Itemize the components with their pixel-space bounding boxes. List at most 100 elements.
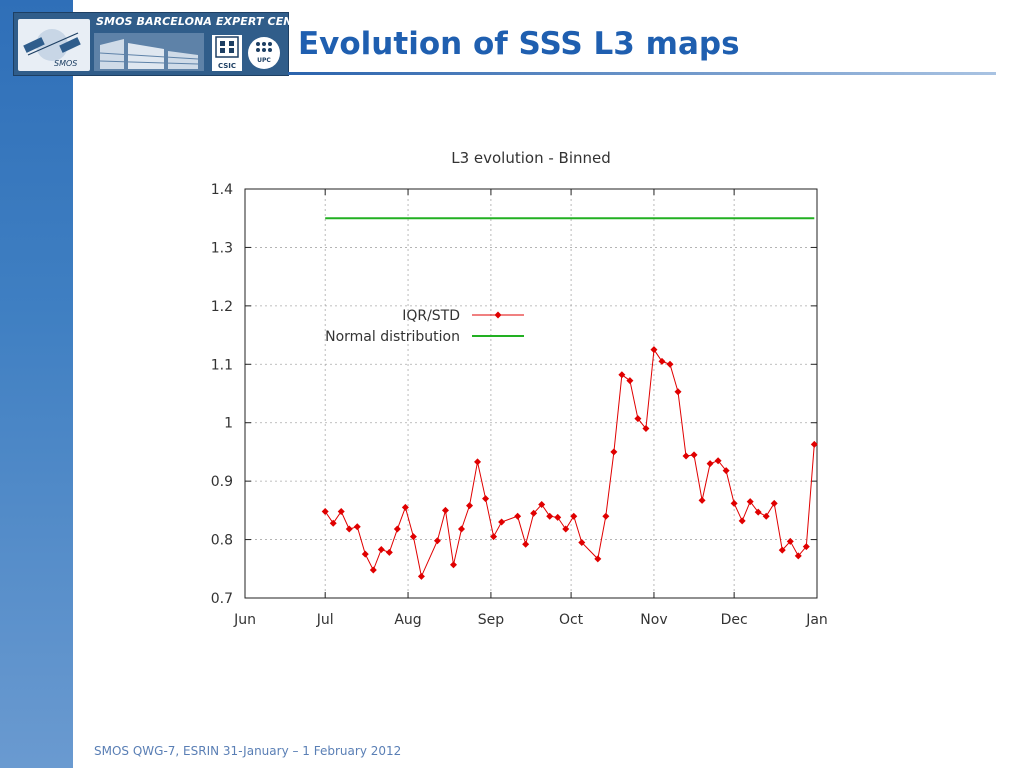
legend-label: IQR/STD [402,308,460,324]
iqr-std-point [682,452,690,460]
page-title: Evolution of SSS L3 maps [298,26,740,62]
iqr-std-point [634,415,642,423]
iqr-std-point [722,467,730,475]
iqr-std-point [794,552,802,560]
iqr-std-point [626,377,634,385]
iqr-std-point [345,525,353,533]
building-icon [94,33,204,71]
iqr-std-point [778,546,786,554]
iqr-std-point [802,543,810,551]
footer-text: SMOS QWG-7, ESRIN 31-January – 1 Februar… [94,744,402,758]
header-divider [288,72,996,75]
y-tick-label: 1.1 [211,357,233,373]
iqr-std-point [562,525,570,533]
y-tick-label: 0.7 [211,591,233,607]
iqr-std-point [730,499,738,507]
y-tick-label: 1.4 [211,182,233,198]
csic-logo: CSIC [212,35,242,71]
logo-title: SMOS BARCELONA EXPERT CENTRE [96,15,317,28]
satellite-icon: SMOS [18,19,90,71]
iqr-std-point [321,508,329,516]
iqr-std-point [770,499,778,507]
chart-title: L3 evolution - Binned [451,149,611,167]
iqr-std-point [393,525,401,533]
x-tick-label: Oct [559,612,584,628]
iqr-std-point [754,508,762,516]
x-axis: Jun Jul Aug Sep Oct Nov Dec Jan [233,189,828,628]
iqr-std-point [482,495,490,503]
y-tick-label: 1.3 [211,240,233,256]
iqr-std-point [602,512,610,520]
logo-smos-text: SMOS [54,59,78,68]
csic-label: CSIC [217,62,237,70]
chart-legend: IQR/STD Normal distribution [325,308,524,345]
iqr-std-point [546,512,554,520]
iqr-std-point [762,512,770,520]
iqr-std-point [642,425,650,433]
iqr-std-point [474,458,482,466]
iqr-std-point [706,460,714,468]
chart-grid [245,189,817,598]
iqr-std-point [466,502,474,510]
iqr-std-point [417,572,425,580]
x-tick-label: Sep [478,612,505,628]
iqr-std-point [522,540,530,548]
iqr-std-point [570,512,578,520]
iqr-std-point [490,533,498,541]
iqr-std-point [329,519,337,527]
iqr-std-point [514,512,522,520]
x-tick-label: Jan [805,612,828,628]
iqr-std-point [377,546,385,554]
iqr-std-point [401,503,409,511]
upc-logo: UPC [248,37,280,69]
legend-marker [494,311,502,319]
iqr-std-point [538,501,546,509]
y-tick-label: 0.8 [211,533,233,549]
iqr-std-point [458,525,466,533]
iqr-std-point [337,508,345,516]
iqr-std-point [578,538,586,546]
iqr-std-point [674,388,682,396]
iqr-std-point [690,451,698,459]
x-tick-label: Dec [721,612,748,628]
chart-series [321,217,818,580]
iqr-std-line [324,348,815,579]
y-axis: 0.7 0.8 0.9 1 1.1 1.2 1.3 1.4 [211,182,817,607]
iqr-std-point [618,371,626,379]
legend-label: Normal distribution [325,329,460,345]
iqr-std-point [409,533,417,541]
iqr-std-point [658,357,666,365]
iqr-std-point [738,517,746,525]
x-tick-label: Jun [233,612,256,628]
smos-bec-logo: SMOS SMOS BARCELONA EXPERT CENTRE CSIC U… [13,12,316,76]
y-tick-label: 1.2 [211,299,233,315]
y-tick-label: 0.9 [211,474,233,490]
iqr-std-point [650,346,658,354]
x-tick-label: Nov [640,612,667,628]
iqr-std-point [714,457,722,465]
iqr-std-point [554,513,562,521]
iqr-std-point [361,550,369,558]
iqr-std-point [698,496,706,504]
iqr-std-point [441,506,449,514]
iqr-std-point [594,555,602,563]
iqr-std-point [810,440,818,448]
iqr-std-point [610,448,618,456]
iqr-std-point [786,537,794,545]
iqr-std-point [353,523,361,531]
iqr-std-point [746,498,754,506]
iqr-std-point [666,360,674,368]
y-tick-label: 1 [224,416,233,432]
iqr-std-point [385,548,393,556]
iqr-std-point [449,561,457,569]
sidebar-band [0,0,73,768]
plot-frame [244,188,818,599]
upc-label: UPC [257,57,271,64]
x-tick-label: Jul [316,612,334,628]
iqr-std-point [498,518,506,526]
iqr-std-point [433,537,441,545]
x-tick-label: Aug [394,612,421,628]
iqr-std-point [530,509,538,517]
iqr-std-point [369,566,377,574]
